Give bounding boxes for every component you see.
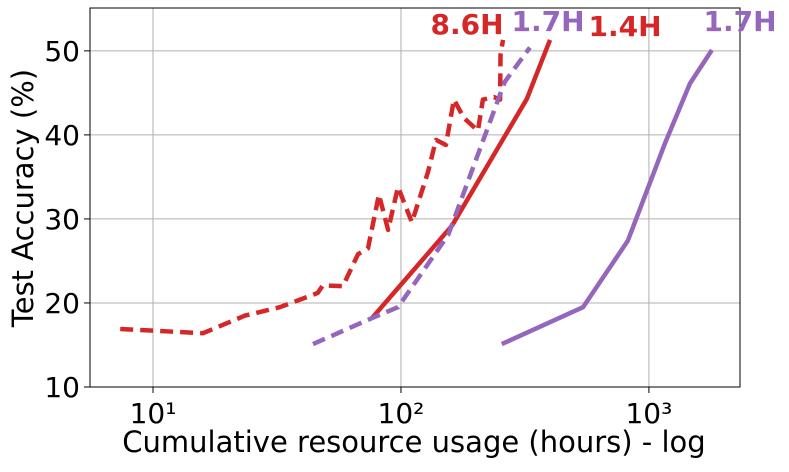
y-tick-label: 30 [44,203,80,236]
x-axis-label: Cumulative resource usage (hours) - log [122,425,705,459]
y-tick-label: 20 [44,287,80,320]
annotation: 1.4H [588,10,661,43]
x-tick-label: 10³ [625,397,672,430]
plot-frame [89,7,741,388]
y-tick-label: 50 [44,35,80,68]
x-tick-label: 10¹ [130,397,177,430]
x-tick-label: 10² [378,397,425,430]
y-axis-label: Test Accuracy (%) [6,69,40,328]
y-tick-label: 10 [44,371,80,404]
series-line [370,39,553,320]
annotation: 8.6H [430,8,503,41]
annotation: 1.7H [511,5,584,38]
series-line [120,39,506,336]
series-line [500,48,714,347]
annotation: 1.7H [703,5,776,38]
y-tick-label: 40 [44,119,80,152]
series-line [312,46,532,347]
